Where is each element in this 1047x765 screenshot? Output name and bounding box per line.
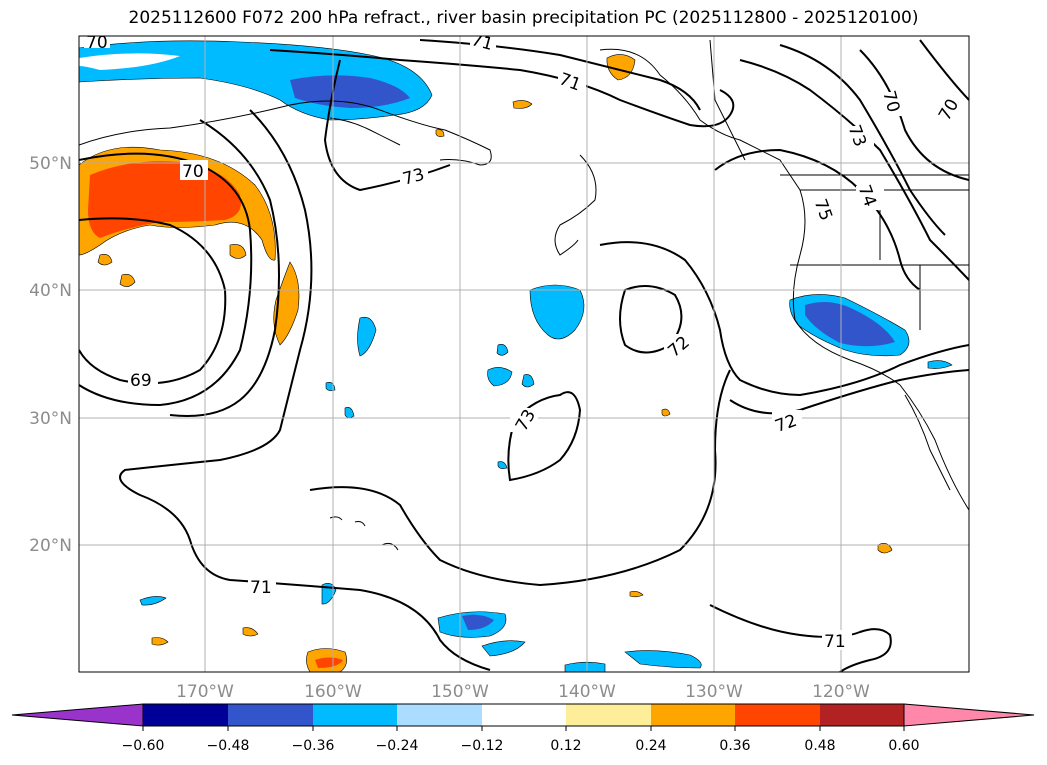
colorbar-segment xyxy=(143,704,228,726)
latitude-labels: 50°N 40°N 30°N 20°N xyxy=(29,154,72,556)
colorbar-tick: −0.60 xyxy=(122,738,165,754)
colorbar-segment xyxy=(735,704,820,726)
colorbar-tick: 0.60 xyxy=(888,738,919,754)
colorbar-extend-low xyxy=(11,703,144,727)
colorbar-segment xyxy=(397,704,482,726)
colorbar-tick: 0.36 xyxy=(719,738,750,754)
contour-label-71-south: 71 xyxy=(250,578,272,598)
colorbar-tick: −0.12 xyxy=(461,738,504,754)
colorbar-tick: 0.12 xyxy=(550,738,581,754)
lon-label-150w: 150°W xyxy=(431,682,489,702)
lon-label-140w: 140°W xyxy=(558,682,616,702)
colorbar-segment xyxy=(228,704,313,726)
colorbar-tick: −0.24 xyxy=(376,738,419,754)
lat-label-20n: 20°N xyxy=(29,536,72,556)
colorbar: −0.60 −0.48 −0.36 −0.24 −0.12 0.12 0.24 … xyxy=(11,703,1035,754)
colorbar-tick: −0.36 xyxy=(292,738,335,754)
map-area xyxy=(79,36,969,672)
precip-negative xyxy=(79,40,953,672)
map-frame xyxy=(78,35,970,673)
lon-label-130w: 130°W xyxy=(685,682,743,702)
contour-label-70-west: 70 xyxy=(182,162,204,182)
lat-label-50n: 50°N xyxy=(29,154,72,174)
lon-label-170w: 170°W xyxy=(176,682,234,702)
map-title: 2025112600 F072 200 hPa refract., river … xyxy=(128,8,919,28)
contour-label-70-north: 71 xyxy=(469,30,495,55)
colorbar-segment xyxy=(482,704,566,726)
colorbar-segment xyxy=(820,704,904,726)
colorbar-tick: −0.48 xyxy=(207,738,250,754)
lon-label-160w: 160°W xyxy=(304,682,362,702)
lat-label-30n: 30°N xyxy=(29,409,72,429)
colorbar-segment xyxy=(566,704,651,726)
contour-label-71-se: 71 xyxy=(824,632,846,652)
colorbar-tick: 0.48 xyxy=(804,738,835,754)
colorbar-segment xyxy=(651,704,735,726)
coastlines xyxy=(79,39,969,551)
contour-label-69: 69 xyxy=(130,371,152,391)
lat-label-40n: 40°N xyxy=(29,281,72,301)
lon-label-120w: 120°W xyxy=(812,682,870,702)
colorbar-segment xyxy=(313,704,397,726)
contour-label-70-nw: 70 xyxy=(86,33,108,53)
contour-labels: 70 70 71 71 70 73 73 75 74 70 69 72 73 xyxy=(84,30,963,652)
colorbar-extend-high xyxy=(903,703,1035,727)
colorbar-tick: 0.24 xyxy=(635,738,666,754)
longitude-labels: 170°W 160°W 150°W 140°W 130°W 120°W xyxy=(176,682,870,702)
